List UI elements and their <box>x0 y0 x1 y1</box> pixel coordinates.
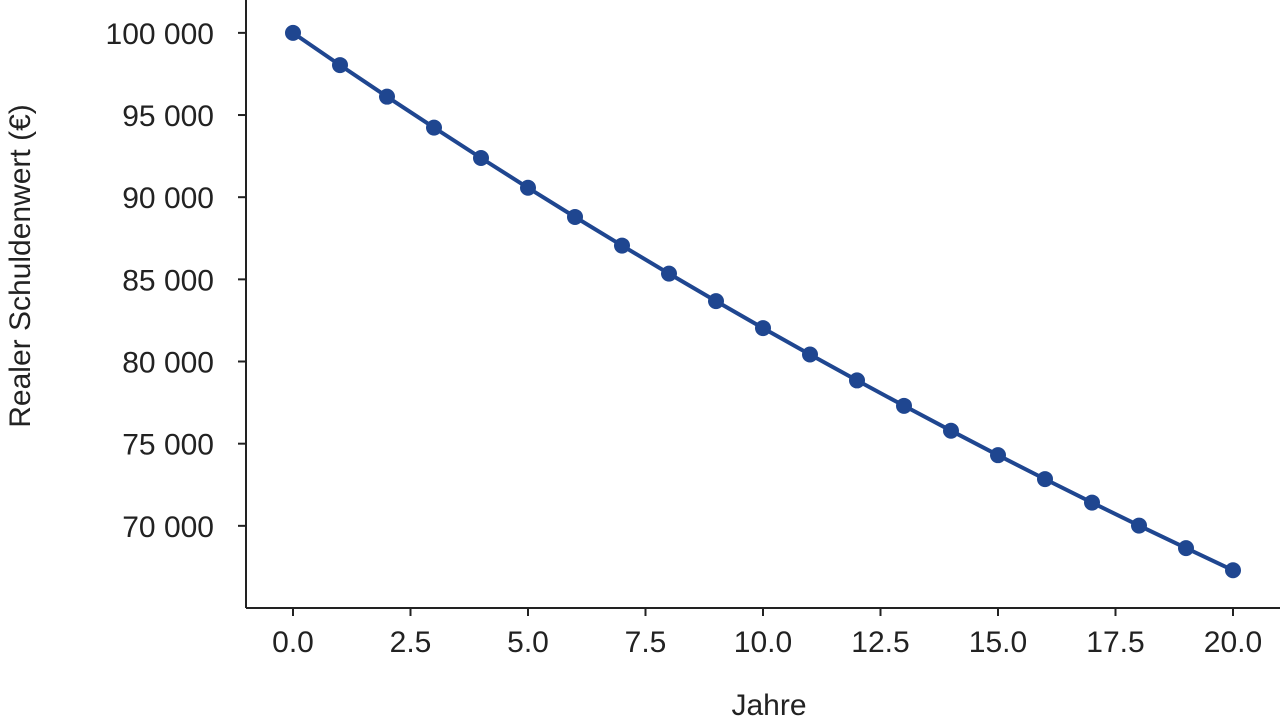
data-point <box>802 346 818 363</box>
series-line <box>291 30 1235 573</box>
data-point <box>426 119 442 136</box>
x-tick-label: 0.0 <box>272 626 314 659</box>
x-tick-label: 5.0 <box>507 626 549 659</box>
data-point <box>849 372 865 389</box>
y-tick-label: 75 000 <box>122 429 214 462</box>
series-group <box>285 24 1241 579</box>
data-point <box>661 265 677 282</box>
data-point <box>285 24 301 41</box>
x-tick-label: 10.0 <box>734 626 792 659</box>
data-point <box>1225 562 1241 579</box>
x-tick-label: 12.5 <box>851 626 909 659</box>
data-point <box>755 320 771 337</box>
x-axis: 0.0 2.5 5.0 7.5 10.0 12.5 15.0 17.5 20.0 <box>246 607 1280 659</box>
data-point <box>896 397 912 414</box>
x-tick-label: 2.5 <box>390 626 432 659</box>
data-point <box>1131 517 1147 534</box>
y-tick-label: 90 000 <box>122 182 214 215</box>
x-tick-label: 17.5 <box>1086 626 1144 659</box>
data-point <box>332 57 348 74</box>
data-point <box>520 179 536 196</box>
data-point <box>990 447 1006 464</box>
y-axis: 70 000 75 000 80 000 85 000 90 000 95 000 100 … <box>106 0 247 608</box>
x-tick-label: 15.0 <box>969 626 1027 659</box>
data-point <box>379 88 395 105</box>
data-point <box>1037 471 1053 488</box>
data-point <box>473 149 489 166</box>
data-point <box>943 422 959 439</box>
data-point <box>1084 494 1100 511</box>
data-point <box>1178 540 1194 557</box>
data-point <box>614 237 630 254</box>
y-tick-label: 70 000 <box>122 511 214 544</box>
y-tick-label: 80 000 <box>122 347 214 380</box>
y-tick-label: 85 000 <box>122 264 214 297</box>
data-point <box>567 208 583 225</box>
y-axis-title: Realer Schuldenwert (€) <box>4 104 37 427</box>
data-point <box>708 293 724 310</box>
x-tick-label: 20.0 <box>1204 626 1262 659</box>
x-tick-label: 7.5 <box>625 626 667 659</box>
x-axis-title: Jahre <box>731 689 806 722</box>
y-tick-label: 95 000 <box>122 100 214 133</box>
y-tick-label: 100 000 <box>106 18 214 51</box>
